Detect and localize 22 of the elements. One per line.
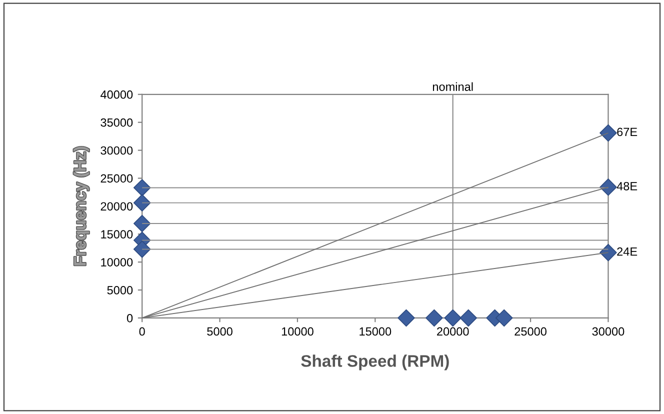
ref-line-label: nominal bbox=[432, 82, 473, 91]
y-tick-label: 25000 bbox=[100, 174, 133, 183]
y-tick-label: 5000 bbox=[107, 286, 133, 294]
y-tick-label: 10000 bbox=[101, 258, 133, 266]
series-label: 48E bbox=[616, 182, 638, 190]
x-tick-label: 30000 bbox=[592, 327, 624, 336]
y-tick-label: 35000 bbox=[100, 118, 133, 127]
series-label: 67E bbox=[617, 128, 638, 136]
x-tick-label: 15000 bbox=[360, 327, 392, 336]
y-tick-label: 0 bbox=[126, 314, 133, 322]
x-tick-label: 0 bbox=[139, 327, 145, 336]
y-tick-label: 20000 bbox=[100, 202, 133, 211]
x-axis-title: Shaft Speed (RPM) bbox=[301, 354, 449, 370]
x-tick-label: 10000 bbox=[282, 327, 314, 336]
y-tick-label: 30000 bbox=[100, 146, 133, 155]
x-tick-label: 5000 bbox=[207, 327, 232, 336]
x-tick-label: 25000 bbox=[514, 327, 546, 336]
x-tick-label: 20000 bbox=[437, 327, 469, 336]
y-tick-label: 15000 bbox=[101, 230, 133, 239]
y-axis-title: Frequency (Hz) bbox=[74, 146, 90, 266]
y-tick-label: 40000 bbox=[100, 90, 133, 99]
series-label: 24E bbox=[617, 247, 638, 256]
